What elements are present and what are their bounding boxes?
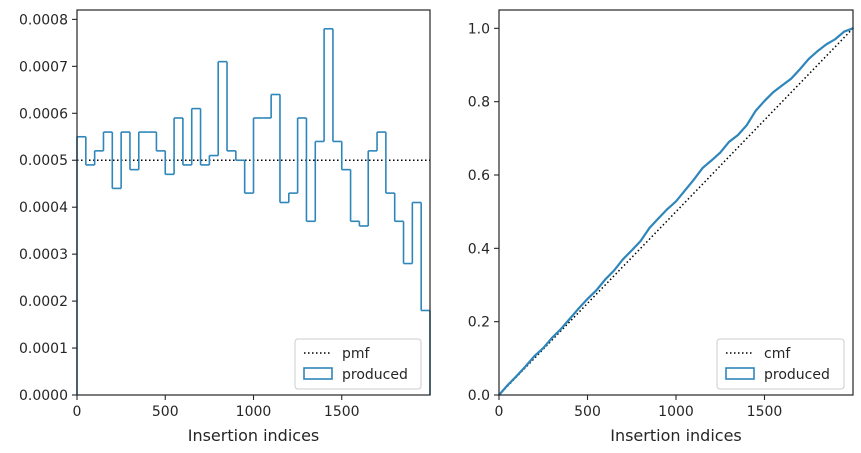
data-point (816, 50, 819, 52)
y-tick-label: 0.0008 (19, 12, 68, 28)
data-point (639, 240, 642, 242)
y-tick-label: 0.0001 (19, 341, 68, 357)
data-point (506, 384, 509, 386)
plot-frame (76, 9, 431, 396)
y-tick-label: 0.0003 (19, 247, 68, 263)
y-tick-label: 0.0006 (19, 106, 68, 122)
data-point (737, 134, 739, 136)
legend-label-produced: produced (342, 367, 408, 383)
data-point (524, 365, 527, 368)
legend-label-cmf: cmf (764, 346, 791, 362)
data-point (825, 43, 828, 46)
data-point (701, 167, 704, 169)
data-point (710, 159, 713, 162)
cmf-line (498, 27, 854, 396)
data-point (754, 109, 757, 112)
data-point (515, 375, 518, 377)
data-point (560, 328, 562, 330)
data-point (648, 227, 651, 229)
x-tick-label: 500 (574, 404, 601, 420)
data-point (551, 336, 553, 339)
data-point (763, 100, 766, 102)
x-tick-label: 1000 (236, 404, 272, 420)
x-tick-label: 500 (152, 404, 179, 420)
legend: cmf produced (716, 338, 845, 390)
y-tick-label: 0.2 (468, 315, 490, 331)
data-point (675, 200, 677, 203)
y-tick-label: 0.0000 (19, 388, 68, 404)
y-tick-label: 0.4 (468, 241, 490, 257)
x-tick-label: 0 (73, 404, 82, 420)
x-axis-label: Insertion indices (610, 426, 742, 445)
data-point (542, 347, 545, 349)
y-tick-label: 0.8 (468, 95, 490, 111)
legend-swatch-produced (303, 367, 333, 380)
data-point (604, 278, 607, 281)
legend-box (294, 338, 422, 390)
legend-label-pmf: pmf (342, 346, 371, 362)
legend-label-produced: produced (764, 367, 830, 383)
x-tick-label: 0 (495, 404, 504, 420)
legend-swatch-produced (725, 367, 755, 380)
data-point (613, 269, 615, 272)
x-tick-label: 1500 (324, 404, 360, 420)
chart-panel-2: 0 500 1000 1500 0.0 0.2 0.4 0.6 0.8 1.0 Insertion … (468, 9, 854, 445)
y-tick-label: 0.0004 (19, 200, 68, 216)
data-point (745, 124, 748, 127)
y-tick-label: 0.6 (468, 168, 490, 184)
data-point (666, 208, 669, 211)
y-tick-label: 0.0002 (19, 294, 68, 310)
y-tick-label: 0.0005 (19, 153, 68, 169)
data-point (790, 77, 792, 80)
data-point (595, 289, 598, 292)
data-point (799, 68, 801, 71)
legend: pmf produced (294, 338, 422, 390)
y-tick-label: 1.0 (468, 21, 490, 37)
data-point (657, 217, 660, 220)
data-point (577, 307, 580, 310)
data-point (843, 30, 846, 33)
data-point (807, 58, 810, 60)
data-point (683, 189, 686, 192)
legend-box (716, 338, 845, 390)
data-point (834, 38, 837, 41)
y-tick-label: 0.0007 (19, 59, 68, 75)
data-point (719, 151, 722, 154)
x-axis-label: Insertion indices (188, 426, 320, 445)
x-tick-label: 1000 (658, 404, 694, 420)
data-point (622, 258, 624, 261)
data-point (630, 249, 633, 252)
data-point (586, 298, 589, 300)
x-tick-label: 1500 (747, 404, 783, 420)
data-point (568, 317, 571, 320)
y-tick-label: 0.0 (468, 388, 490, 404)
data-point (692, 178, 695, 181)
histogram-steps (76, 27, 431, 395)
data-point (533, 355, 536, 358)
data-point (781, 84, 784, 87)
data-point (772, 91, 775, 94)
chart-panel-1: 0 500 1000 1500 0.0000 0.0001 0.0002 0.0003 0.00… (19, 9, 431, 445)
data-point (728, 140, 730, 143)
